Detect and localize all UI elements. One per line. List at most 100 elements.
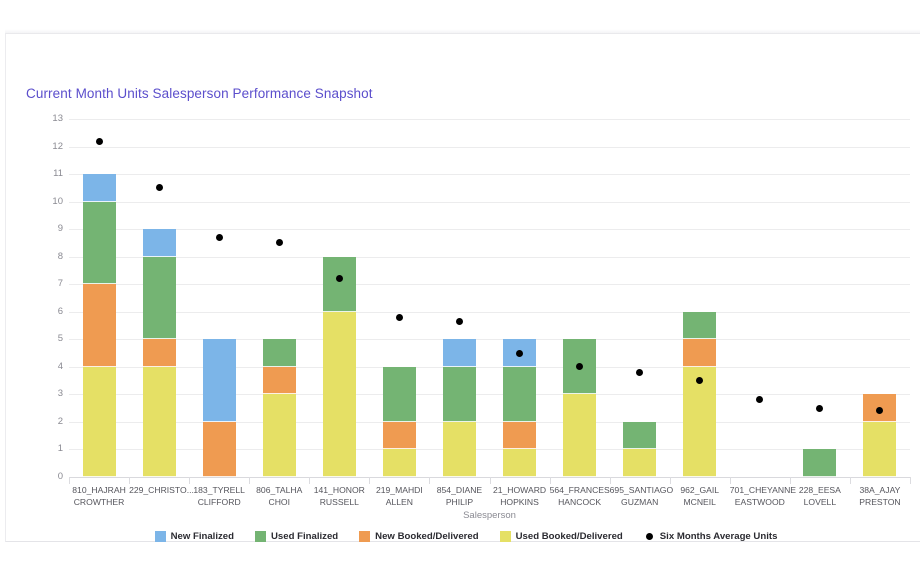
bar-stack[interactable]	[322, 119, 356, 477]
bar-segment[interactable]	[503, 421, 537, 450]
bar-stack[interactable]	[563, 119, 597, 477]
bar-stack[interactable]	[202, 119, 236, 477]
bar-stack[interactable]	[683, 119, 717, 477]
bar-segment[interactable]	[142, 366, 176, 477]
bar-segment[interactable]	[142, 229, 176, 257]
bar-stack[interactable]	[382, 119, 416, 477]
legend-label: Used Booked/Delivered	[515, 531, 623, 542]
bar-segment[interactable]	[82, 284, 116, 367]
legend-dot-icon	[645, 533, 653, 540]
average-marker-dot[interactable]	[455, 317, 463, 325]
bar-segment[interactable]	[863, 421, 897, 477]
x-axis-category-label: 219_MAHDI ALLEN	[369, 485, 429, 508]
legend-item[interactable]: Six Months Average Units	[644, 531, 778, 542]
bar-stack[interactable]	[82, 119, 116, 477]
average-marker-dot[interactable]	[95, 137, 103, 145]
x-axis-category-line: 183_TYRELL	[193, 485, 245, 495]
x-axis-category-line: LOVELL	[803, 496, 837, 507]
y-axis-tick-label: 1	[57, 443, 63, 455]
legend-item[interactable]: New Finalized	[154, 531, 234, 542]
bar-segment[interactable]	[442, 366, 476, 422]
average-marker-dot[interactable]	[335, 275, 343, 283]
legend-item[interactable]: Used Booked/Delivered	[499, 531, 623, 542]
bar-stack[interactable]	[142, 119, 176, 477]
bar-segment[interactable]	[82, 366, 116, 477]
average-marker-dot[interactable]	[876, 407, 884, 415]
y-axis-tick-label: 2	[57, 415, 63, 427]
bar-segment[interactable]	[142, 339, 176, 367]
average-marker-dot[interactable]	[756, 396, 764, 404]
bar-stack[interactable]	[503, 119, 537, 477]
x-axis-category-label: 229_CHRISTO...	[129, 485, 194, 497]
bar-segment[interactable]	[563, 394, 597, 477]
bar-segment[interactable]	[503, 366, 537, 422]
average-marker-dot[interactable]	[275, 239, 283, 247]
bar-segment[interactable]	[262, 339, 296, 367]
legend-swatch-icon	[359, 531, 371, 542]
x-axis-category-label: 806_TALHA CHOI	[249, 485, 309, 508]
average-marker-dot[interactable]	[816, 404, 824, 412]
bar-stack[interactable]	[863, 119, 897, 477]
bar-segment[interactable]	[683, 366, 717, 477]
bar-segment[interactable]	[322, 311, 356, 477]
average-marker-dot[interactable]	[516, 349, 524, 357]
bar-stack[interactable]	[623, 119, 657, 477]
average-marker-dot[interactable]	[696, 377, 704, 385]
bar-segment[interactable]	[262, 366, 296, 395]
bar-segment[interactable]	[382, 421, 416, 450]
x-axis-category-label: 141_HONOR RUSSELL	[309, 485, 369, 508]
bar-segment[interactable]	[82, 174, 116, 202]
average-marker-dot[interactable]	[395, 313, 403, 321]
bar-segment[interactable]	[442, 421, 476, 477]
bar-segment[interactable]	[683, 311, 717, 340]
gridline	[69, 174, 910, 176]
bar-segment[interactable]	[262, 394, 296, 477]
bar-segment[interactable]	[623, 421, 657, 450]
bar-segment[interactable]	[142, 256, 176, 340]
bar-segment[interactable]	[442, 339, 476, 367]
y-axis-tick-label: 11	[53, 168, 63, 180]
x-axis-category-line: 810_HAJRAH	[72, 485, 126, 495]
x-axis-category-label: 183_TYRELL CLIFFORD	[189, 485, 249, 508]
x-axis-category-line: ALLEN	[385, 496, 413, 507]
bar-segment[interactable]	[202, 339, 236, 422]
x-axis-category-line: PRESTON	[859, 496, 901, 507]
bar-segment[interactable]	[382, 449, 416, 477]
bar-stack[interactable]	[743, 119, 776, 477]
x-axis-tick	[729, 477, 731, 484]
gridline	[69, 119, 910, 120]
gridline	[69, 366, 910, 368]
bar-segment[interactable]	[322, 256, 356, 312]
average-marker-dot[interactable]	[576, 363, 584, 371]
bar-segment[interactable]	[202, 421, 236, 477]
bar-segment[interactable]	[503, 449, 537, 477]
legend-label: Six Months Average Units	[659, 531, 778, 542]
x-axis-tick	[669, 477, 671, 484]
bar-segment[interactable]	[382, 366, 416, 422]
x-axis-category-line: RUSSELL	[319, 496, 359, 507]
bar-stack[interactable]	[262, 119, 296, 477]
chart-card: Current Month Units Salesperson Performa…	[0, 33, 920, 542]
average-marker-dot[interactable]	[215, 233, 223, 241]
bar-segment[interactable]	[683, 339, 717, 367]
x-axis-category-label: 701_CHEYANNE EASTWOOD	[730, 485, 796, 508]
gridline	[69, 284, 910, 286]
legend-item[interactable]: Used Finalized	[255, 531, 338, 542]
average-marker-dot[interactable]	[155, 184, 163, 192]
legend-label: Used Finalized	[271, 531, 339, 542]
gridline	[69, 311, 910, 313]
y-axis-tick-label: 4	[57, 360, 63, 372]
bar-stack[interactable]	[442, 119, 476, 477]
y-axis-tick-label: 12	[52, 140, 63, 152]
bar-segment[interactable]	[82, 201, 116, 285]
x-axis-category-line: 962_GAIL	[680, 485, 720, 495]
x-axis-category-line: GUZMAN	[621, 496, 659, 507]
y-axis-title: Units	[0, 257, 3, 279]
bar-segment[interactable]	[803, 449, 837, 477]
x-axis-category-line: MCNEIL	[683, 496, 716, 507]
bar-segment[interactable]	[623, 449, 657, 477]
legend-item[interactable]: New Booked/Delivered	[359, 531, 479, 542]
bar-stack[interactable]	[803, 119, 837, 477]
average-marker-dot[interactable]	[636, 368, 644, 376]
